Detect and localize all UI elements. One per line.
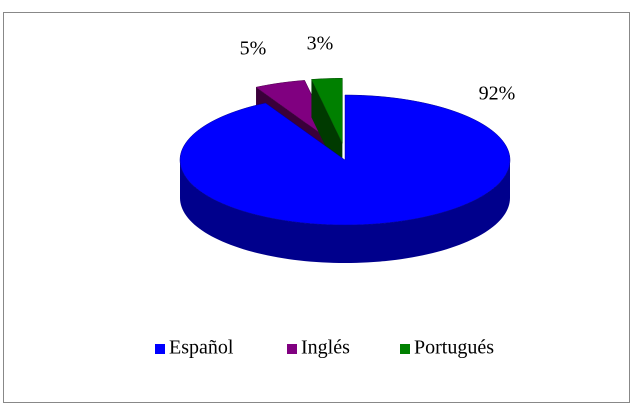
legend-swatch [400,344,410,354]
legend-swatch [155,344,165,354]
pie-slice [179,94,511,263]
legend-swatch [287,344,297,354]
slice-side [180,160,510,263]
legend-label: Español [169,337,234,359]
slice-top [255,80,336,145]
data-label: 92% [479,83,516,105]
slice-top [311,78,343,144]
data-label: 5% [240,38,267,60]
legend-label: Portugués [414,337,494,359]
slice-top [179,94,511,226]
legend-label: Inglés [301,337,350,359]
data-label: 3% [307,33,334,55]
